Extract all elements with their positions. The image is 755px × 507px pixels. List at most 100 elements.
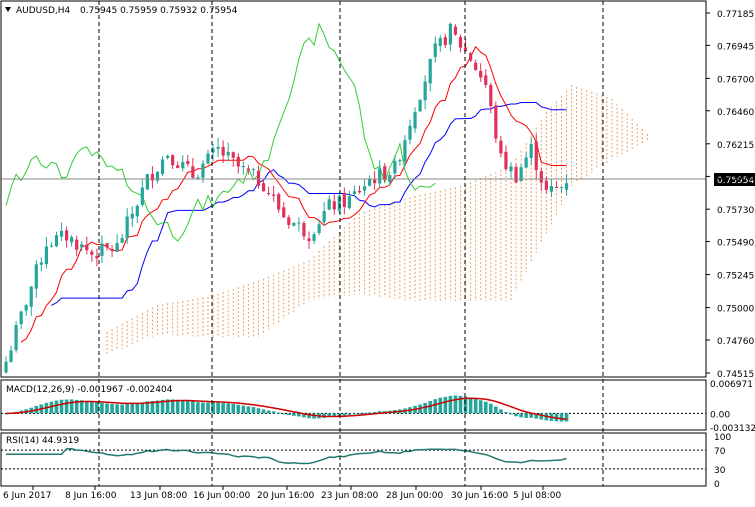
candle-body [181, 162, 185, 169]
macd-histogram-bar [266, 410, 271, 414]
macd-histogram-bar [342, 413, 347, 416]
macd-histogram-bar [276, 412, 281, 414]
macd-histogram-bar [271, 411, 276, 414]
candle-body [534, 141, 538, 171]
macd-histogram-bar [79, 400, 84, 414]
macd-histogram-bar [478, 400, 483, 414]
time-tick-label: 16 Jun 00:00 [193, 491, 250, 501]
candle-body [317, 224, 321, 234]
macd-panel[interactable] [1, 395, 706, 422]
macd-histogram-bar [337, 413, 342, 416]
price-tick-label: 0.76700 [717, 75, 754, 85]
rsi-panel-border [0, 432, 707, 487]
macd-histogram-bar [332, 413, 337, 417]
macd-histogram-bar [453, 395, 458, 414]
macd-histogram-bar [494, 406, 498, 414]
candle-body [554, 186, 559, 188]
macd-histogram-bar [352, 413, 357, 415]
macd-panel-border [0, 379, 707, 431]
candle-body [494, 105, 498, 139]
candle-body [463, 47, 468, 51]
candle-body [160, 159, 165, 175]
rsi-tick-label: 30 [714, 466, 726, 476]
macd-histogram-bar [140, 402, 145, 414]
candle-body [352, 191, 357, 194]
macd-histogram-bar [327, 413, 331, 417]
macd-histogram-bar [180, 400, 185, 414]
candle-body [39, 262, 43, 265]
candle-body [206, 153, 210, 164]
candle-body [135, 205, 139, 217]
macd-histogram-bar [281, 413, 286, 415]
macd-histogram-bar [463, 396, 468, 414]
macd-histogram-bar [519, 413, 523, 418]
candle-body [524, 157, 528, 168]
macd-histogram-bar [428, 400, 432, 414]
candle-body [469, 53, 473, 61]
macd-histogram-bar [529, 413, 533, 418]
candle-body [337, 195, 341, 211]
macd-histogram-bar [175, 399, 180, 414]
macd-tick-label: 0.006971 [710, 380, 753, 390]
price-tick-label: 0.75000 [717, 305, 754, 315]
candle-body [196, 177, 200, 180]
time-tick-label: 30 Jun 16:00 [451, 491, 508, 501]
candle-body [428, 58, 432, 84]
rsi-label: RSI(14) 44.9319 [6, 436, 79, 446]
macd-histogram-bar [160, 399, 165, 414]
macd-histogram-bar [468, 397, 473, 414]
candle-body [448, 23, 452, 45]
candle-body [443, 37, 447, 46]
macd-histogram-bar [322, 413, 326, 418]
macd-histogram-bar [559, 413, 564, 422]
candle-body [115, 243, 119, 252]
macd-histogram-bar [509, 413, 513, 415]
macd-histogram-bar [115, 404, 119, 414]
dropdown-triangle-icon[interactable] [5, 7, 11, 12]
candle-body [85, 244, 89, 251]
candle-body [418, 99, 422, 112]
kijun-sen-line [51, 102, 567, 306]
price-tick-label: 0.74760 [717, 337, 754, 347]
macd-histogram-bar [85, 400, 89, 414]
candle-body [322, 211, 326, 223]
macd-histogram-bar [489, 403, 493, 414]
time-tick-label: 6 Jun 2017 [3, 491, 51, 501]
macd-axis: 0.006971 0.00 -0.003132 [710, 380, 755, 434]
chikou-span-line [5, 22, 436, 242]
candle-body [4, 361, 8, 373]
price-tick-label: 0.75490 [717, 239, 754, 249]
macd-histogram-bar [297, 413, 301, 417]
candle-body [504, 151, 508, 170]
rsi-panel[interactable] [1, 448, 706, 470]
macd-histogram-bar [377, 411, 382, 414]
macd-histogram-bar [347, 413, 352, 415]
macd-histogram-bar [90, 401, 94, 414]
macd-histogram-bar [504, 412, 508, 414]
macd-histogram-bar [514, 413, 518, 417]
time-tick-label: 8 Jun 16:00 [65, 491, 117, 501]
price-tick-label: 0.76215 [717, 141, 754, 151]
candle-body [95, 255, 99, 259]
candle-body [332, 201, 336, 210]
candle-body [125, 216, 129, 239]
candle-body [186, 160, 190, 164]
candle-body [9, 350, 13, 363]
price-panel[interactable] [1, 22, 706, 374]
symbol-label: AUDUSD,H4 [16, 6, 71, 16]
candle-body [383, 166, 387, 180]
macd-histogram-bar [534, 413, 539, 419]
candle-body [241, 166, 245, 168]
candle-body [221, 146, 225, 156]
macd-histogram-bar [105, 403, 109, 414]
macd-histogram-bar [64, 399, 69, 414]
candle-body [59, 230, 64, 237]
candle-body [19, 311, 23, 325]
macd-histogram-bar [196, 402, 200, 414]
candle-body [413, 111, 417, 129]
candle-body [509, 166, 513, 172]
macd-histogram-bar [372, 412, 377, 414]
candle-body [297, 222, 301, 224]
price-tick-label: 0.76460 [717, 108, 754, 118]
